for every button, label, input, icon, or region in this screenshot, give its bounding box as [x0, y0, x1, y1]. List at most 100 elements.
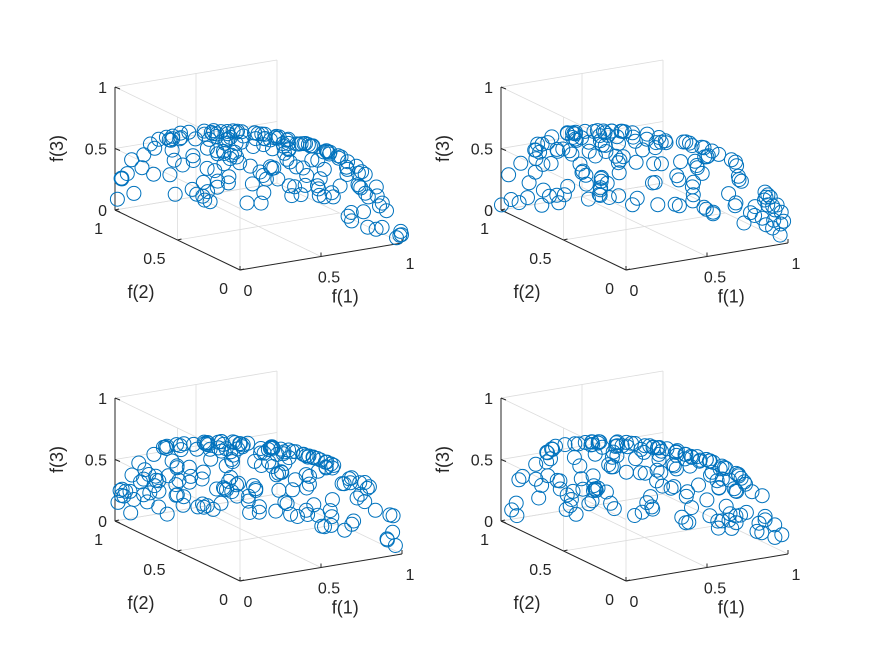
data-point: [260, 442, 276, 458]
data-point: [209, 481, 225, 497]
data-point: [281, 178, 297, 194]
y-axis-label: f(2): [128, 282, 155, 302]
z-tick-label: 0.5: [471, 453, 493, 470]
data-point: [158, 129, 174, 145]
y-axis-label: f(2): [514, 282, 541, 302]
data-point: [577, 123, 593, 139]
data-point: [564, 146, 580, 162]
data-point: [379, 532, 395, 548]
grid-line: [114, 148, 241, 209]
data-point: [270, 130, 286, 146]
data-point: [367, 502, 383, 518]
data-point: [767, 517, 783, 533]
data-points: [494, 123, 792, 243]
data-point: [711, 146, 727, 162]
data-point: [686, 174, 701, 190]
data-point: [627, 508, 643, 523]
data-point: [343, 205, 359, 220]
data-point: [234, 439, 250, 455]
data-point: [166, 152, 182, 168]
data-point: [300, 449, 316, 465]
data-point: [368, 221, 384, 237]
data-point: [594, 169, 610, 185]
x-tick-label: 0: [630, 594, 639, 611]
data-point: [772, 227, 788, 243]
data-point: [534, 197, 550, 213]
data-point: [611, 188, 627, 204]
z-axis-label: f(3): [433, 135, 453, 162]
y-tick: [114, 208, 120, 211]
data-point: [671, 198, 687, 214]
data-point: [189, 186, 205, 202]
data-point: [773, 204, 789, 220]
axes: [500, 397, 789, 582]
data-point: [611, 165, 627, 181]
data-point: [203, 451, 219, 467]
data-point: [344, 213, 360, 229]
data-point: [548, 438, 563, 454]
data-point: [559, 125, 575, 141]
data-point: [293, 187, 309, 203]
data-point: [653, 443, 669, 459]
data-point: [574, 164, 590, 180]
data-point: [277, 494, 293, 510]
axes: [114, 397, 403, 582]
data-point: [340, 208, 356, 224]
x-tick-label: 1: [792, 256, 801, 273]
data-point: [268, 503, 284, 519]
z-tick: [114, 397, 121, 401]
data-point: [590, 480, 606, 496]
data-point: [610, 155, 626, 171]
x-tick-label: 0: [244, 594, 253, 611]
data-point: [627, 436, 643, 451]
data-point: [216, 156, 232, 172]
data-point: [210, 173, 226, 189]
x-tick-label: 0.5: [704, 270, 726, 287]
data-point: [323, 517, 339, 533]
data-point: [346, 513, 362, 529]
data-point: [594, 439, 610, 455]
data-point: [109, 191, 125, 207]
data-point: [528, 456, 544, 472]
data-point: [199, 160, 215, 176]
data-point: [649, 473, 665, 489]
data-point: [528, 471, 544, 487]
data-point: [588, 482, 604, 498]
data-point: [248, 481, 264, 497]
grid-line: [500, 397, 627, 459]
data-point: [175, 497, 191, 513]
z-tick: [500, 86, 507, 90]
data-point: [520, 190, 535, 206]
data-point: [552, 473, 568, 489]
z-axis-label: f(3): [47, 135, 67, 162]
x-tick-label: 0: [244, 283, 253, 300]
data-point: [699, 492, 715, 508]
data-point: [134, 160, 150, 176]
data-point: [240, 435, 256, 451]
data-point: [322, 144, 338, 160]
data-point: [165, 128, 181, 144]
x-tick-label: 0.5: [318, 270, 340, 287]
data-point: [605, 459, 621, 475]
data-point: [637, 465, 653, 481]
data-point: [114, 170, 130, 186]
z-tick: [500, 520, 507, 524]
data-point: [118, 483, 134, 499]
x-tick-label: 1: [406, 256, 415, 273]
x-tick-label: 1: [406, 567, 415, 584]
data-point: [360, 189, 376, 205]
data-point: [296, 447, 312, 462]
data-point: [757, 512, 773, 528]
data-point: [658, 135, 674, 151]
data-point: [368, 179, 384, 195]
data-point: [532, 144, 548, 160]
data-point: [385, 508, 401, 524]
z-tick-label: 0: [98, 514, 107, 531]
y-tick-label: 0: [605, 592, 614, 609]
data-point: [655, 478, 670, 494]
y-tick-label: 0: [605, 281, 614, 298]
data-point: [394, 227, 409, 243]
data-point: [283, 506, 299, 522]
data-point: [281, 135, 296, 151]
